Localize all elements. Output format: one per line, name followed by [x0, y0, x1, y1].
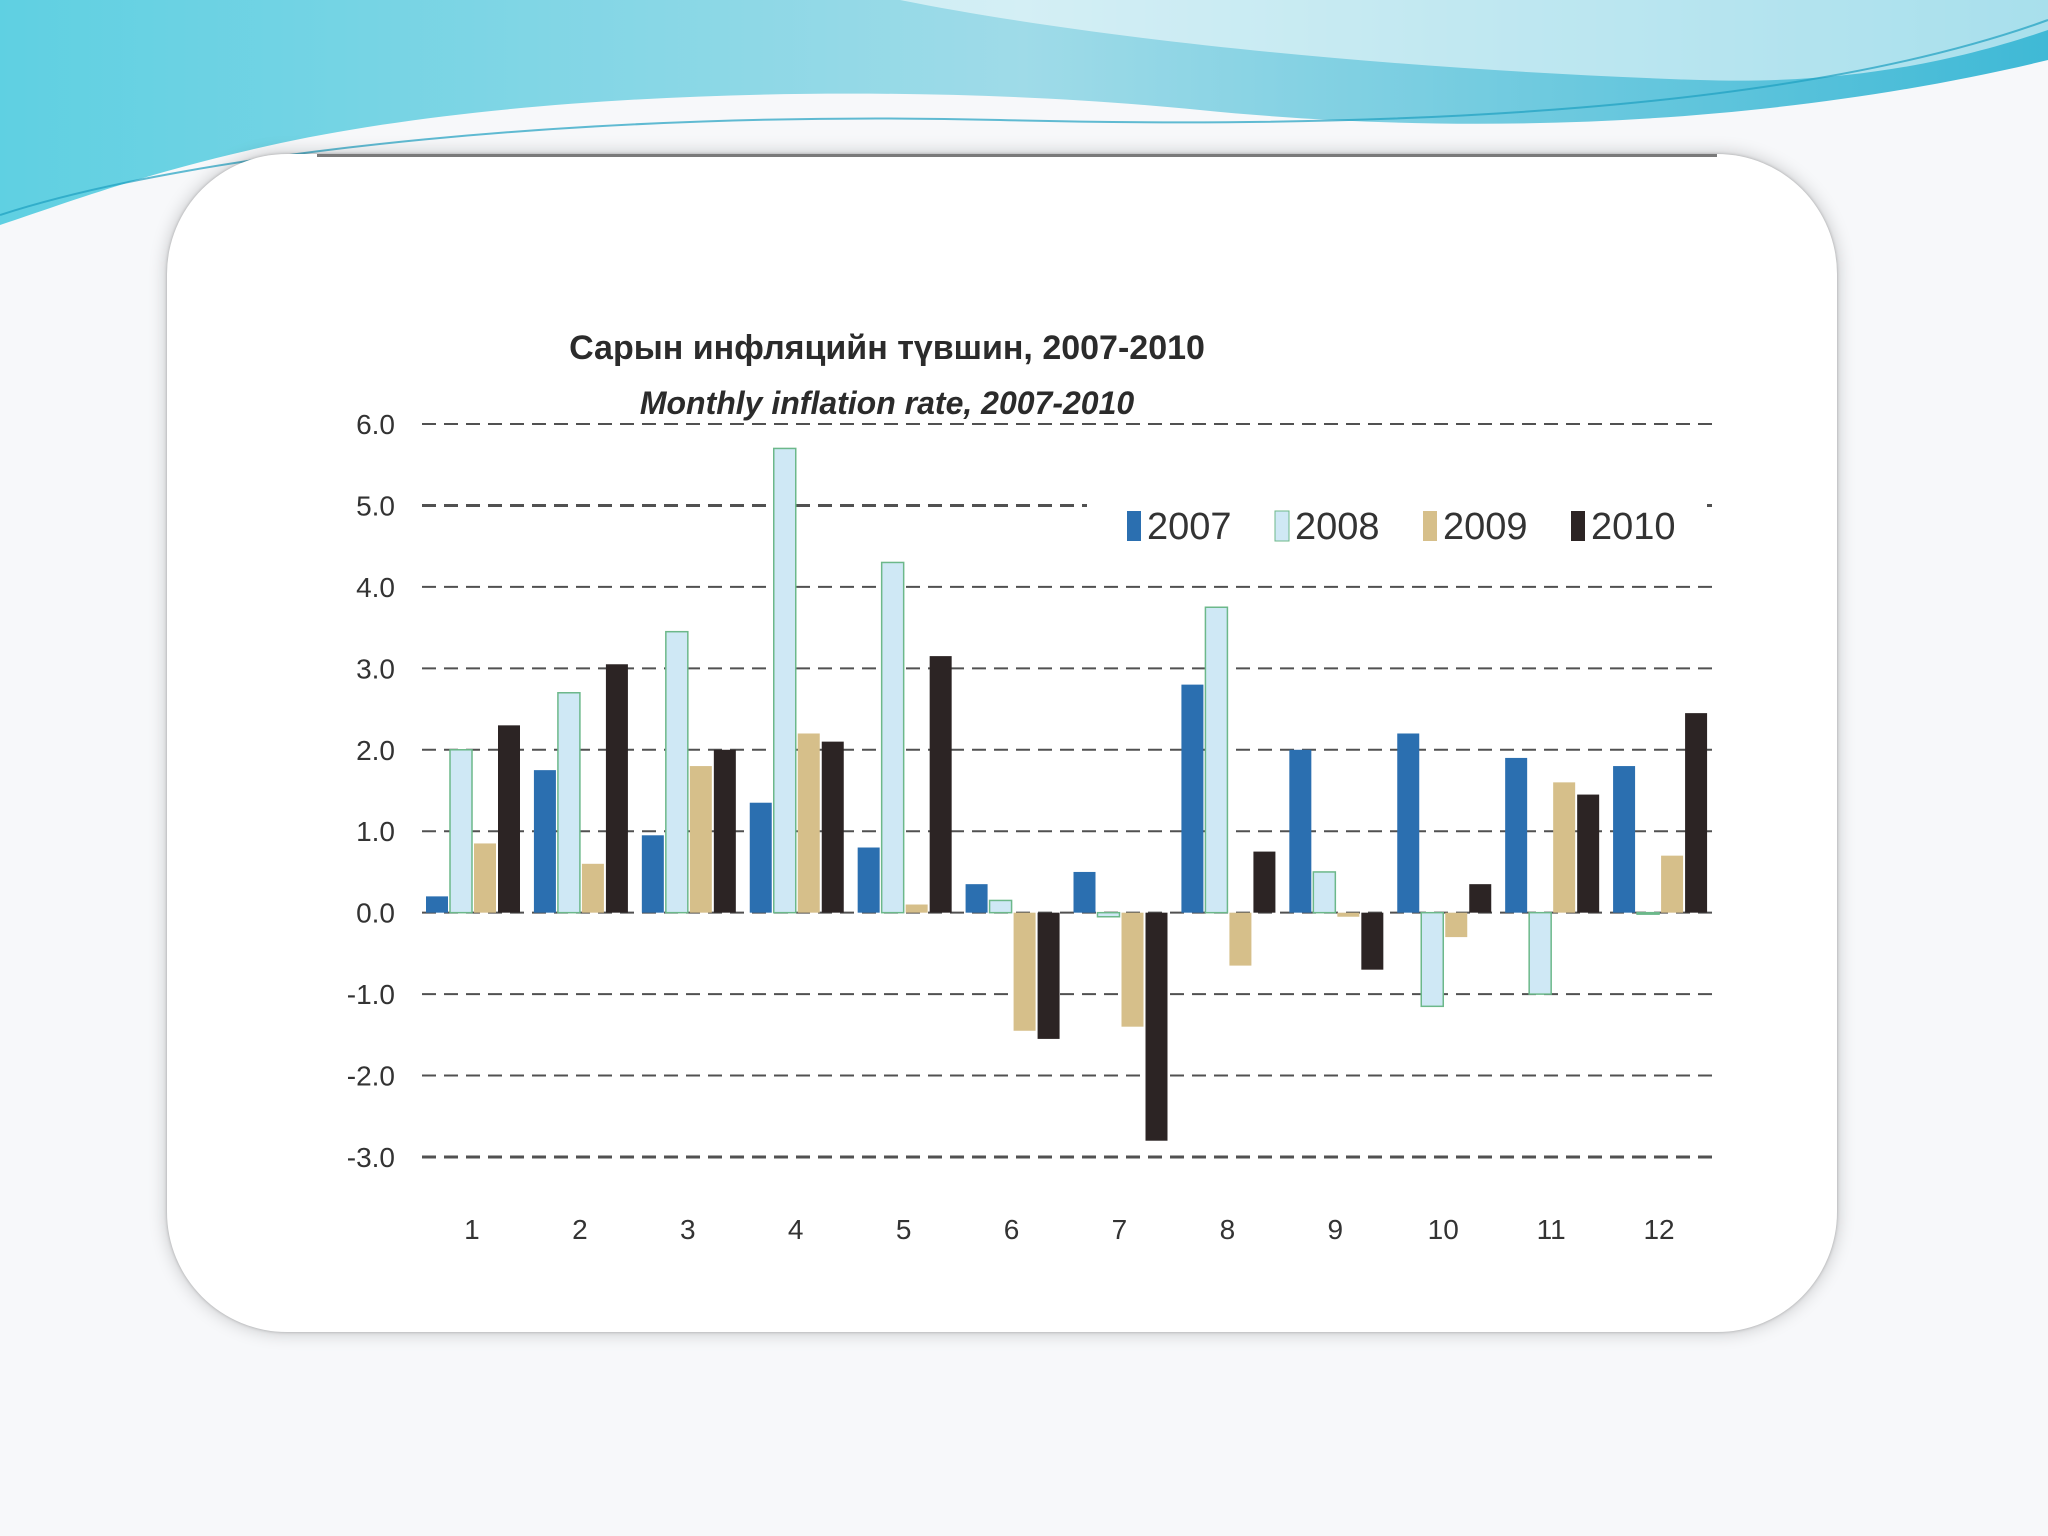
bar-2009-month-10 — [1445, 912, 1468, 938]
bar-2007-month-5 — [857, 847, 880, 913]
x-tick-label: 2 — [572, 1214, 588, 1245]
y-tick-label: -3.0 — [347, 1142, 395, 1173]
legend-swatch-2010 — [1571, 511, 1585, 541]
bar-2007-month-11 — [1505, 757, 1528, 913]
bar-2009-month-1 — [474, 843, 496, 913]
bar-2010-month-10 — [1469, 884, 1492, 913]
legend-label-2008: 2008 — [1295, 506, 1380, 548]
bar-2008-month-5 — [880, 561, 905, 914]
y-tick-label: 0.0 — [356, 898, 395, 929]
bar-2009-month-4 — [797, 733, 820, 913]
legend-label-2007: 2007 — [1147, 506, 1232, 548]
chart-subtitle: Monthly inflation rate, 2007-2010 — [640, 385, 1135, 421]
x-axis-ticks: 1 2 3 4 5 6 7 8 9 10 11 12 — [464, 1214, 1674, 1245]
y-tick-label: 6.0 — [356, 409, 395, 440]
bars — [426, 447, 1708, 1141]
bar-2007-month-8 — [1181, 684, 1204, 913]
bar-2009-month-6 — [1013, 912, 1036, 1031]
bar-2008-month-9 — [1312, 871, 1337, 914]
legend-label-2010: 2010 — [1591, 506, 1676, 548]
y-tick-label: 5.0 — [356, 490, 395, 521]
bar-2008-month-3 — [665, 630, 689, 914]
bar-2009-month-2 — [581, 863, 604, 913]
x-tick-label: 11 — [1537, 1214, 1566, 1245]
bar-2010-month-8 — [1253, 851, 1276, 913]
bar-2009-month-7 — [1121, 912, 1144, 1027]
x-tick-label: 9 — [1328, 1214, 1344, 1245]
bar-2008-month-4 — [773, 447, 797, 914]
bar-2007-month-2 — [533, 770, 556, 913]
bar-2008-month-1 — [449, 749, 473, 914]
bar-2009-month-5 — [905, 904, 928, 913]
legend: 2007 2008 2009 2010 — [1087, 479, 1707, 569]
bar-2009-month-8 — [1229, 912, 1252, 966]
y-tick-label: 3.0 — [356, 653, 395, 684]
bar-2007-month-6 — [965, 884, 988, 913]
y-tick-label: 2.0 — [356, 735, 395, 766]
y-tick-label: -1.0 — [347, 979, 395, 1010]
legend-swatch-2008 — [1274, 510, 1290, 542]
bar-2008-month-2 — [557, 692, 581, 914]
y-axis-ticks: 6.0 5.0 4.0 3.0 2.0 1.0 0.0 -1.0 -2.0 -3.0 — [347, 409, 395, 1173]
bar-chart: Сарын инфляцийн түвшин, 2007-2010 Monthl… — [347, 329, 1717, 1245]
bar-2008-month-11 — [1528, 911, 1552, 995]
bar-2007-month-7 — [1073, 871, 1096, 913]
bar-2010-month-9 — [1361, 912, 1384, 970]
bar-2008-month-8 — [1204, 606, 1229, 914]
x-tick-label: 1 — [464, 1214, 480, 1245]
y-tick-label: 1.0 — [356, 816, 395, 847]
x-tick-label: 8 — [1220, 1214, 1236, 1245]
bar-2009-month-3 — [689, 766, 712, 913]
chart-card: Сарын инфляцийн түвшин, 2007-2010 Monthl… — [167, 154, 1837, 1332]
y-tick-label: 4.0 — [356, 572, 395, 603]
bar-2009-month-11 — [1553, 782, 1576, 913]
legend-swatch-2009 — [1423, 511, 1437, 541]
bar-2010-month-5 — [929, 656, 952, 913]
bar-2007-month-9 — [1289, 749, 1312, 913]
legend-label-2009: 2009 — [1443, 506, 1528, 548]
bar-2010-month-4 — [821, 741, 844, 913]
x-tick-label: 4 — [788, 1214, 804, 1245]
x-tick-label: 10 — [1428, 1214, 1459, 1245]
legend-swatch-2007 — [1127, 511, 1141, 541]
x-tick-label: 3 — [680, 1214, 696, 1245]
y-tick-label: -2.0 — [347, 1061, 395, 1092]
bar-2009-month-12 — [1661, 855, 1684, 913]
bar-2009-month-9 — [1337, 912, 1360, 917]
bar-2010-month-11 — [1577, 794, 1600, 913]
bar-2007-month-10 — [1397, 733, 1420, 913]
bar-2010-month-12 — [1685, 713, 1708, 913]
bar-2007-month-1 — [426, 896, 448, 913]
bar-2010-month-7 — [1145, 912, 1168, 1141]
bar-2008-month-10 — [1420, 911, 1444, 1008]
bar-2007-month-3 — [641, 835, 664, 913]
x-tick-label: 12 — [1643, 1214, 1674, 1245]
legend-background — [1087, 479, 1707, 569]
header-wave-highlight — [900, 0, 2048, 81]
bar-2007-month-12 — [1613, 766, 1636, 913]
x-tick-label: 7 — [1112, 1214, 1128, 1245]
bar-2010-month-1 — [498, 725, 520, 913]
x-tick-label: 6 — [1004, 1214, 1020, 1245]
bar-2010-month-3 — [713, 749, 736, 913]
bar-2008-month-7 — [1096, 911, 1121, 918]
bar-2008-month-12 — [1636, 911, 1660, 915]
x-tick-label: 5 — [896, 1214, 912, 1245]
bar-2010-month-6 — [1037, 912, 1060, 1039]
card-top-border — [317, 154, 1717, 157]
bar-2008-month-6 — [988, 899, 1013, 914]
bar-2010-month-2 — [605, 664, 628, 913]
chart-title: Сарын инфляцийн түвшин, 2007-2010 — [569, 329, 1205, 367]
bar-2007-month-4 — [749, 802, 772, 913]
